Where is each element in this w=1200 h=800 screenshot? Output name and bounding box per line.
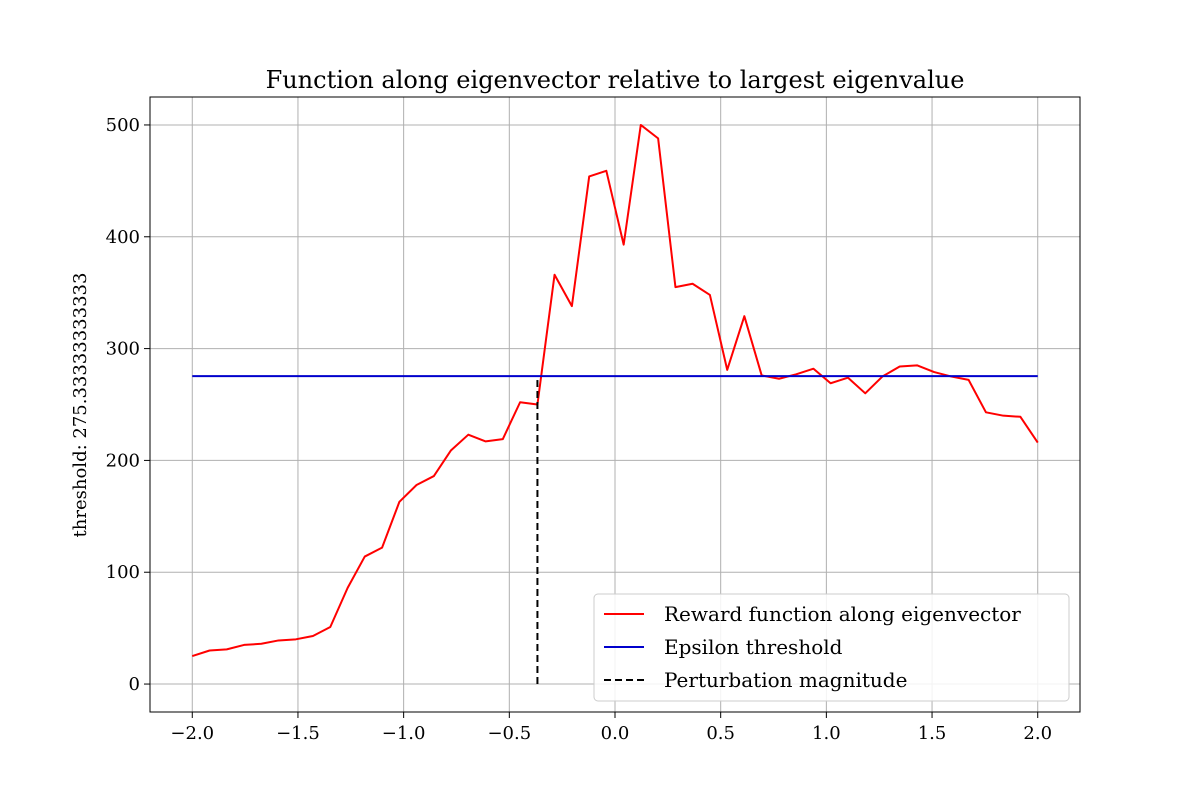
x-tick-label: 1.5 xyxy=(918,723,947,744)
x-tick-label: 2.0 xyxy=(1023,723,1052,744)
y-tick-label: 500 xyxy=(106,115,140,136)
y-tick-label: 300 xyxy=(106,339,140,360)
legend-entry-reward-function: Reward function along eigenvector xyxy=(604,602,1021,626)
legend-box xyxy=(593,593,1070,702)
legend-entry-epsilon-threshold: Epsilon threshold xyxy=(604,635,843,659)
series-layer xyxy=(191,123,1039,685)
tick-layer: −2.0 −1.5 −1.0 −0.5 0.0 0.5 1.0 1.5 2.0 0 100 200 30… xyxy=(106,115,1052,744)
legend-label: Epsilon threshold xyxy=(664,635,843,659)
legend-entry-perturbation-magnitude: Perturbation magnitude xyxy=(604,668,907,692)
legend: Reward function along eigenvector Epsilon… xyxy=(593,593,1070,702)
y-axis-label: threshold: 275.33333333333 xyxy=(70,273,91,538)
y-tick-label: 100 xyxy=(106,562,140,583)
x-tick-label: 0.5 xyxy=(706,723,735,744)
chart-title: Function along eigenvector relative to l… xyxy=(266,66,965,94)
x-tick-label: 0.0 xyxy=(601,723,630,744)
legend-label: Reward function along eigenvector xyxy=(664,602,1021,626)
y-tick-label: 200 xyxy=(106,450,140,471)
x-tick-label: −2.0 xyxy=(170,723,214,744)
legend-label: Perturbation magnitude xyxy=(664,668,907,692)
x-tick-label: −0.5 xyxy=(487,723,531,744)
y-tick-label: 400 xyxy=(106,227,140,248)
reward-function-line xyxy=(191,123,1039,658)
x-tick-label: −1.0 xyxy=(382,723,426,744)
x-tick-label: 1.0 xyxy=(812,723,841,744)
y-tick-label: 0 xyxy=(129,674,140,695)
x-tick-label: −1.5 xyxy=(276,723,320,744)
